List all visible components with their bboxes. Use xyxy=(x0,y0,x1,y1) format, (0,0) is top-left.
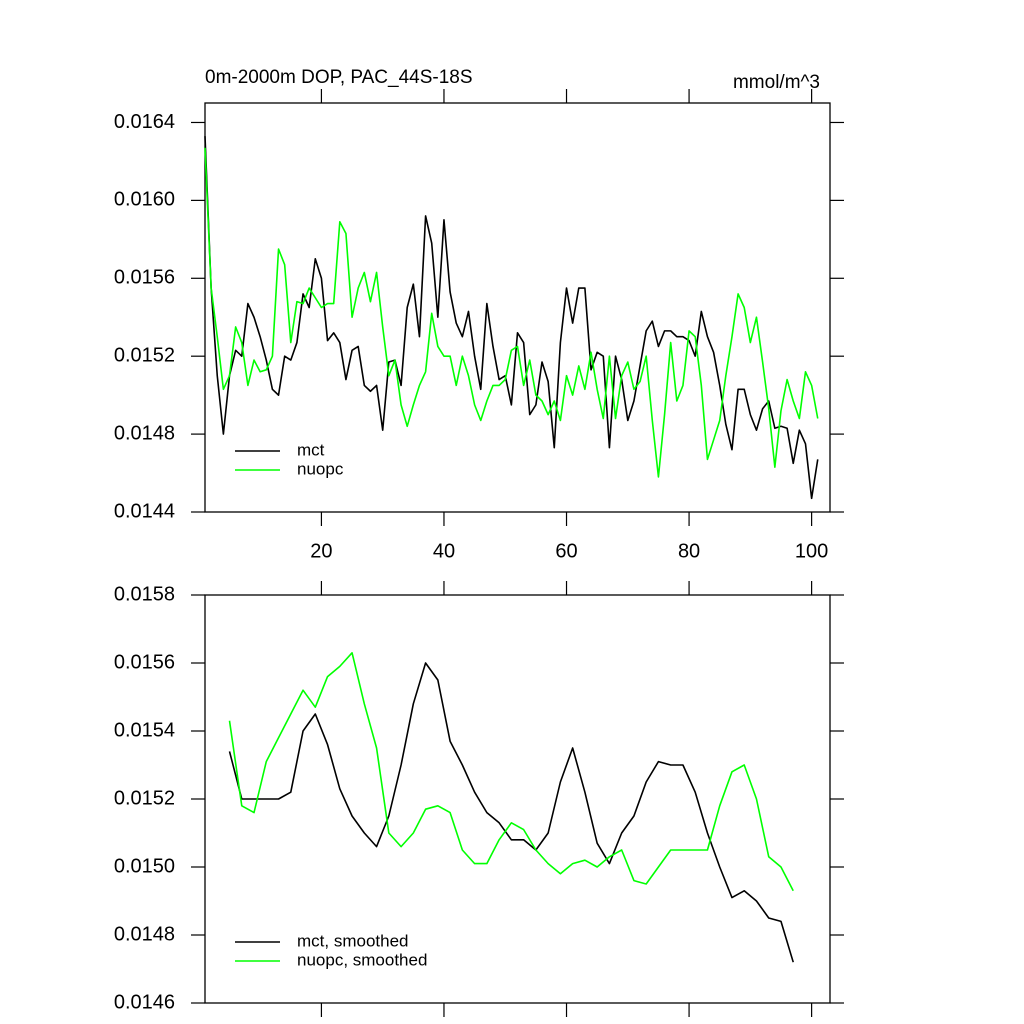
x-tick-label: 60 xyxy=(555,540,577,562)
x-tick-label: 20 xyxy=(310,540,332,562)
x-tick-label: 100 xyxy=(795,540,828,562)
y-tick-label: 0.0148 xyxy=(114,923,175,945)
y-tick-label: 0.0154 xyxy=(114,719,175,741)
y-tick-label: 0.0160 xyxy=(114,189,175,211)
data-line xyxy=(228,652,794,892)
y-tick-label: 0.0144 xyxy=(114,500,175,522)
y-tick-label: 0.0156 xyxy=(114,267,175,289)
data-line xyxy=(204,136,819,500)
data-line xyxy=(204,147,819,478)
y-tick-label: 0.0146 xyxy=(114,991,175,1013)
y-tick-label: 0.0164 xyxy=(114,111,175,133)
y-tick-label: 0.0156 xyxy=(114,651,175,673)
y-tick-label: 0.0148 xyxy=(114,422,175,444)
chart-title: 0m-2000m DOP, PAC_44S-18S xyxy=(205,67,473,88)
legend-label: mct, smoothed xyxy=(297,931,409,950)
y-tick-label: 0.0152 xyxy=(114,787,175,809)
y-tick-label: 0.0158 xyxy=(114,583,175,605)
legend-label: mct xyxy=(297,440,325,459)
legend-label: nuopc, smoothed xyxy=(297,950,427,969)
units-label: mmol/m^3 xyxy=(733,72,820,93)
x-tick-label: 80 xyxy=(678,540,700,562)
y-tick-label: 0.0150 xyxy=(114,855,175,877)
plot-frame xyxy=(204,102,831,513)
y-tick-label: 0.0152 xyxy=(114,344,175,366)
x-tick-label: 40 xyxy=(433,540,455,562)
data-line xyxy=(228,662,795,963)
legend-label: nuopc xyxy=(297,459,344,478)
